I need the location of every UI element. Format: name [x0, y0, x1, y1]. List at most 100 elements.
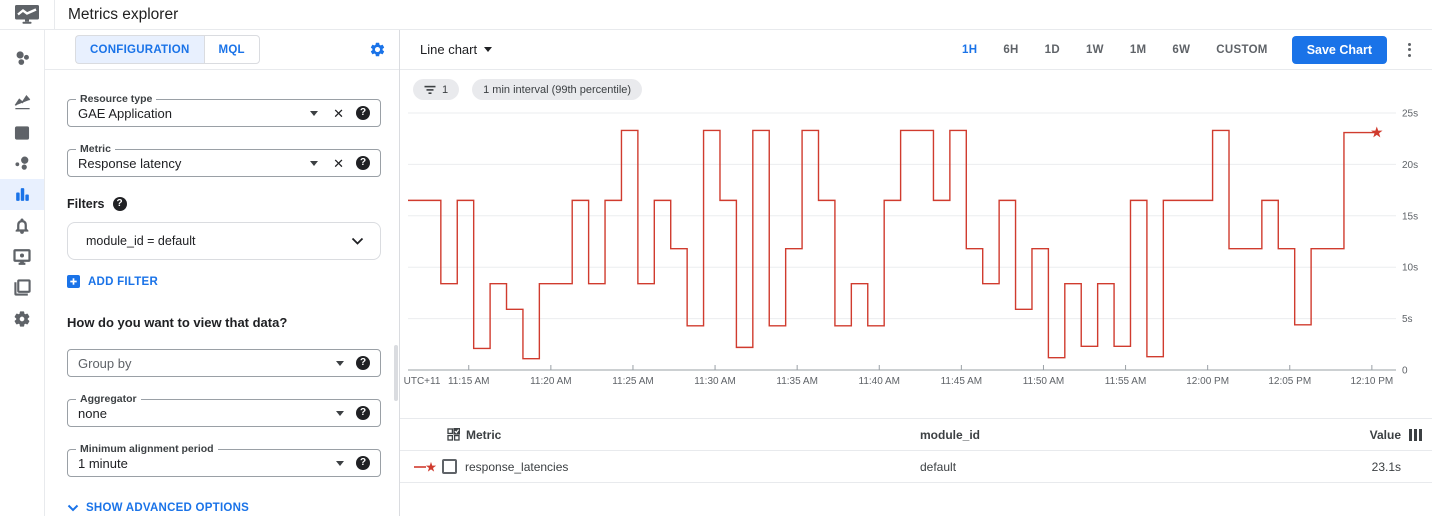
range-button-custom[interactable]: CUSTOM — [1216, 43, 1268, 56]
save-chart-button[interactable]: Save Chart — [1291, 35, 1387, 64]
chart-type-dropdown[interactable]: Line chart — [420, 42, 493, 57]
columns-icon[interactable] — [1409, 428, 1422, 441]
filter-expression: module_id = default — [86, 234, 196, 248]
range-button-6w[interactable]: 6W — [1172, 43, 1191, 56]
time-range-buttons: 1H 6H 1D 1W 1M 6W CUSTOM — [962, 44, 1268, 56]
clear-icon[interactable] — [333, 107, 344, 120]
svg-text:12:05 PM: 12:05 PM — [1268, 376, 1311, 387]
min-alignment-label: Minimum alignment period — [76, 443, 218, 455]
tab-mql[interactable]: MQL — [203, 35, 260, 64]
svg-text:25s: 25s — [1402, 109, 1418, 120]
sidebar-item-alerting[interactable] — [0, 210, 44, 241]
dropdown-caret-icon — [484, 47, 493, 52]
sidebar-item-uptime-checks[interactable] — [0, 241, 44, 272]
aggregator-field[interactable]: Aggregator none — [67, 393, 381, 427]
latest-value: 23.1s — [1371, 459, 1401, 474]
monitoring-logo[interactable] — [0, 0, 55, 29]
filter-list-icon — [424, 85, 436, 94]
select-all-grid-icon[interactable] — [447, 428, 460, 441]
dropdown-caret-icon — [336, 360, 344, 366]
dropdown-caret-icon — [310, 160, 319, 166]
filter-count-chip[interactable]: 1 — [413, 79, 460, 100]
show-advanced-options-button[interactable]: SHOW ADVANCED OPTIONS — [67, 502, 380, 514]
range-button-1w[interactable]: 1W — [1085, 43, 1104, 56]
overview-icon — [16, 50, 29, 65]
help-icon[interactable] — [356, 356, 370, 370]
tab-configuration[interactable]: CONFIGURATION — [75, 35, 204, 64]
resource-type-field[interactable]: Resource type GAE Application — [67, 93, 381, 127]
app-bar: Metrics explorer — [0, 0, 1432, 30]
resource-type-value: GAE Application — [78, 105, 172, 121]
configuration-panel: CONFIGURATION MQL Resource type GAE Appl… — [45, 30, 400, 516]
range-button-1d[interactable]: 1D — [1044, 43, 1060, 56]
help-icon[interactable] — [356, 106, 370, 120]
svg-text:11:35 AM: 11:35 AM — [776, 376, 818, 387]
aggregator-value: none — [78, 405, 107, 421]
sidebar-item-settings[interactable] — [0, 303, 44, 334]
monitoring-logo-icon — [15, 5, 39, 24]
svg-text:12:10 PM: 12:10 PM — [1350, 376, 1393, 387]
range-button-6h[interactable]: 6H — [1003, 43, 1019, 56]
sidebar-item-metrics-explorer[interactable] — [0, 179, 44, 210]
interval-chip[interactable]: 1 min interval (99th percentile) — [472, 79, 643, 100]
svg-text:11:45 AM: 11:45 AM — [941, 376, 983, 387]
svg-text:UTC+11: UTC+11 — [404, 376, 441, 387]
row-checkbox[interactable] — [442, 459, 457, 474]
column-header-module-id[interactable]: module_id — [920, 427, 981, 442]
table-row[interactable]: response_latencies default 23.1s — [400, 450, 1432, 483]
table-header-row: Metric module_id Value — [400, 418, 1432, 450]
column-header-metric[interactable]: Metric — [466, 427, 502, 442]
metric-name: response_latencies — [465, 459, 569, 474]
dropdown-caret-icon — [310, 110, 319, 116]
help-icon[interactable] — [356, 456, 370, 470]
svg-text:15s: 15s — [1402, 211, 1418, 222]
svg-text:11:40 AM: 11:40 AM — [859, 376, 901, 387]
latency-line-chart[interactable]: 0 5s 10s 15s 20s 25s 11:15 AM 11:20 AM 11:25 AM 1… — [400, 100, 1432, 398]
bar-chart-icon — [15, 188, 29, 201]
metric-field[interactable]: Metric Response latency — [67, 143, 381, 177]
svg-text:10s: 10s — [1402, 263, 1418, 274]
interval-label: 1 min interval (99th percentile) — [483, 83, 632, 96]
sidebar-item-overview[interactable] — [0, 42, 44, 74]
svg-text:11:25 AM: 11:25 AM — [612, 376, 654, 387]
dropdown-caret-icon — [336, 460, 344, 466]
page-title: Metrics explorer — [68, 6, 179, 23]
add-box-icon — [67, 275, 80, 288]
config-tabs: CONFIGURATION MQL — [75, 35, 260, 64]
help-icon[interactable] — [356, 156, 370, 170]
chevron-down-icon — [351, 237, 364, 245]
svg-text:0: 0 — [1402, 366, 1408, 377]
groups-icon — [13, 279, 31, 296]
gear-icon — [370, 42, 385, 57]
help-icon[interactable] — [112, 197, 127, 211]
min-alignment-value: 1 minute — [78, 455, 128, 471]
column-header-value[interactable]: Value — [1369, 427, 1401, 442]
view-data-heading: How do you want to view that data? — [67, 315, 288, 330]
svg-text:11:15 AM: 11:15 AM — [448, 376, 490, 387]
legend-table: Metric module_id Value — [400, 418, 1432, 483]
resource-type-label: Resource type — [76, 93, 157, 105]
group-by-placeholder: Group by — [78, 355, 132, 371]
show-advanced-options-label: SHOW ADVANCED OPTIONS — [86, 502, 250, 514]
metric-label: Metric — [76, 143, 115, 155]
add-filter-button[interactable]: ADD FILTER — [67, 275, 380, 288]
aggregator-label: Aggregator — [76, 393, 141, 405]
sidebar-item-groups[interactable] — [0, 272, 44, 303]
filter-chip[interactable]: module_id = default — [67, 222, 381, 260]
min-alignment-field[interactable]: Minimum alignment period 1 minute — [67, 443, 381, 477]
chevron-down-icon — [67, 504, 79, 512]
chart-settings-button[interactable] — [369, 41, 386, 58]
config-scrollbar[interactable] — [394, 345, 398, 401]
services-icon — [14, 156, 28, 170]
help-icon[interactable] — [356, 406, 370, 420]
group-by-field[interactable]: Group by — [67, 349, 381, 377]
clear-icon[interactable] — [333, 157, 344, 170]
range-button-1m[interactable]: 1M — [1129, 43, 1147, 56]
dropdown-caret-icon — [336, 410, 344, 416]
sidebar-item-metrics[interactable] — [0, 86, 44, 117]
sidebar-item-services[interactable] — [0, 148, 44, 179]
range-button-1h[interactable]: 1H — [962, 43, 978, 56]
more-options-button[interactable] — [1404, 39, 1415, 61]
svg-text:20s: 20s — [1402, 160, 1418, 171]
sidebar-item-dashboards[interactable] — [0, 117, 44, 148]
